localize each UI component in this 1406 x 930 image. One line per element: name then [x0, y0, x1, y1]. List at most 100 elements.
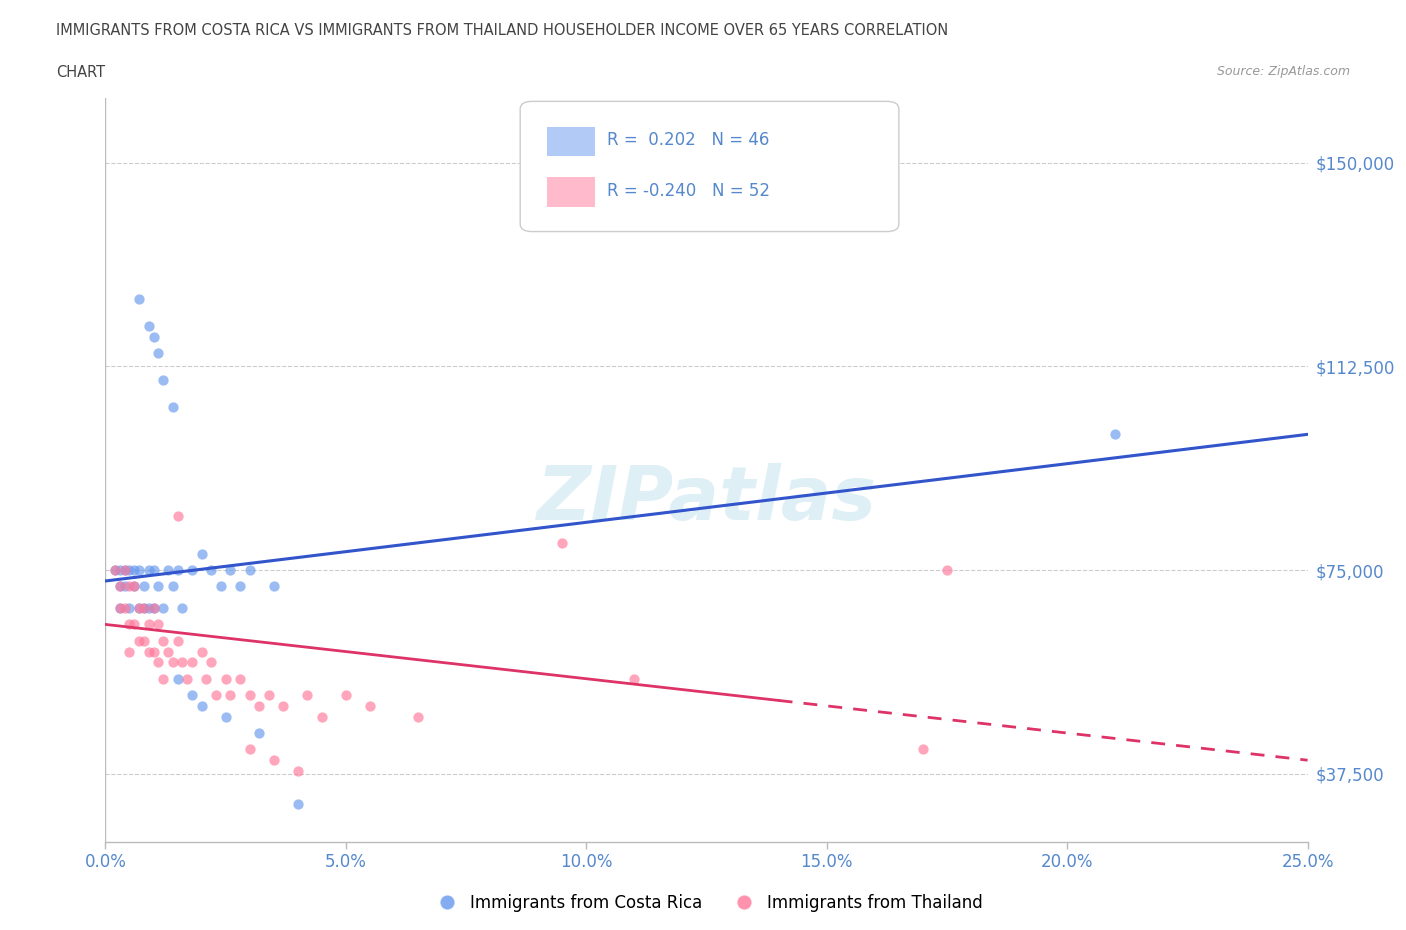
Point [911, 742, 934, 757]
Point [118, 644, 141, 659]
Point [138, 644, 160, 659]
Point [104, 563, 127, 578]
Point [108, 563, 131, 578]
Point [297, 687, 319, 702]
Point [148, 617, 170, 631]
Point [132, 579, 155, 594]
Point [172, 601, 194, 616]
Text: IMMIGRANTS FROM COSTA RICA VS IMMIGRANTS FROM THAILAND HOUSEHOLDER INCOME OVER 6: IMMIGRANTS FROM COSTA RICA VS IMMIGRANTS… [56, 23, 949, 38]
Point [257, 687, 280, 702]
Point [118, 601, 141, 616]
Point [287, 764, 309, 778]
Point [138, 318, 160, 333]
Point [214, 671, 236, 686]
Point [166, 563, 188, 578]
Point [335, 687, 357, 702]
Point [623, 671, 645, 686]
Point [209, 579, 232, 594]
Point [148, 345, 170, 360]
Point [156, 563, 179, 578]
Point [152, 601, 174, 616]
Point [114, 563, 136, 578]
Point [287, 796, 309, 811]
Point [551, 536, 574, 551]
Point [359, 698, 381, 713]
Text: Source: ZipAtlas.com: Source: ZipAtlas.com [1216, 65, 1350, 78]
Point [142, 601, 165, 616]
Point [138, 601, 160, 616]
Point [239, 742, 262, 757]
Point [152, 671, 174, 686]
Point [118, 579, 141, 594]
Point [936, 563, 959, 578]
Point [132, 633, 155, 648]
Point [166, 671, 188, 686]
Legend: Immigrants from Costa Rica, Immigrants from Thailand: Immigrants from Costa Rica, Immigrants f… [423, 887, 990, 919]
Point [200, 655, 222, 670]
Point [205, 687, 228, 702]
Point [239, 687, 262, 702]
Text: CHART: CHART [56, 65, 105, 80]
Point [124, 563, 146, 578]
FancyBboxPatch shape [520, 101, 898, 232]
Point [162, 400, 184, 415]
Point [124, 617, 146, 631]
Point [128, 563, 150, 578]
Point [118, 563, 141, 578]
Point [152, 633, 174, 648]
Point [219, 687, 242, 702]
Point [114, 563, 136, 578]
Bar [547, 126, 595, 156]
Point [200, 563, 222, 578]
Point [142, 601, 165, 616]
Point [118, 617, 141, 631]
Point [108, 601, 131, 616]
Bar [547, 178, 595, 207]
Point [132, 601, 155, 616]
Point [190, 547, 212, 562]
Point [190, 644, 212, 659]
Point [124, 579, 146, 594]
Point [162, 655, 184, 670]
Point [124, 579, 146, 594]
Point [172, 655, 194, 670]
Point [128, 601, 150, 616]
Point [166, 509, 188, 524]
Point [176, 671, 198, 686]
Point [190, 698, 212, 713]
Point [114, 579, 136, 594]
Point [104, 563, 127, 578]
Point [128, 601, 150, 616]
Point [114, 601, 136, 616]
Point [142, 563, 165, 578]
Point [108, 579, 131, 594]
Point [263, 579, 285, 594]
Point [219, 563, 242, 578]
Point [152, 373, 174, 388]
Y-axis label: Householder Income Over 65 years: Householder Income Over 65 years [0, 334, 7, 605]
Point [247, 725, 270, 740]
Point [311, 710, 333, 724]
Point [263, 752, 285, 767]
Point [138, 617, 160, 631]
Point [214, 710, 236, 724]
Text: R = -0.240   N = 52: R = -0.240 N = 52 [607, 181, 769, 200]
Point [247, 698, 270, 713]
Point [181, 563, 204, 578]
Point [148, 579, 170, 594]
Point [162, 579, 184, 594]
Point [229, 579, 252, 594]
Text: ZIPatlas: ZIPatlas [537, 463, 876, 536]
Point [1104, 427, 1126, 442]
Point [108, 579, 131, 594]
Point [181, 687, 204, 702]
Point [273, 698, 295, 713]
Point [128, 291, 150, 306]
Point [138, 563, 160, 578]
Point [128, 633, 150, 648]
Point [108, 601, 131, 616]
Point [406, 710, 429, 724]
Point [142, 329, 165, 344]
Point [195, 671, 218, 686]
Point [148, 655, 170, 670]
